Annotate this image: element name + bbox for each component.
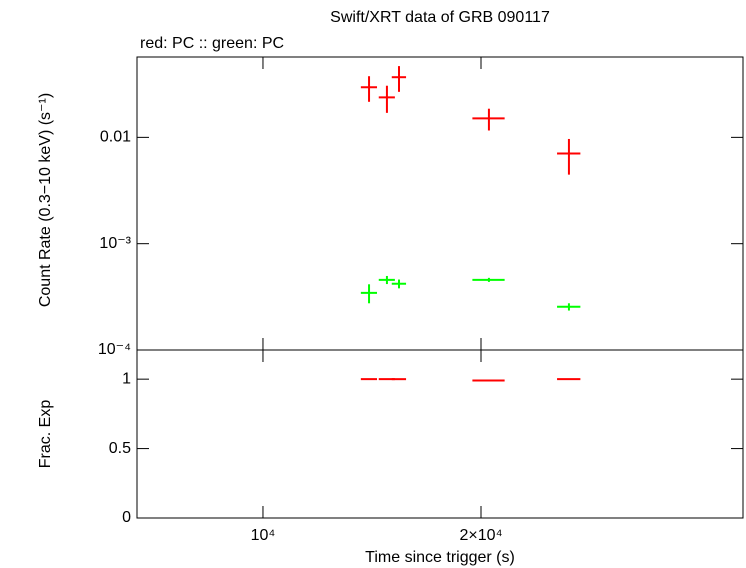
plot-frame xyxy=(136,56,744,351)
plot-frame xyxy=(136,349,744,519)
y-tick-label: 10⁻⁴ xyxy=(98,341,131,358)
y-axis-label: Frac. Exp xyxy=(37,400,54,469)
y-axis-label: Count Rate (0.3−10 keV) (s⁻¹) xyxy=(37,93,54,307)
x-tick-label: 10⁴ xyxy=(251,527,276,544)
y-tick-label: 0 xyxy=(122,509,131,526)
y-tick-label: 1 xyxy=(122,370,131,387)
chart-title: Swift/XRT data of GRB 090117 xyxy=(330,9,550,26)
x-tick-label: 2×10⁴ xyxy=(460,527,503,544)
x-axis-label: Time since trigger (s) xyxy=(365,549,515,566)
y-tick-label: 10⁻³ xyxy=(99,235,131,252)
y-tick-label: 0.5 xyxy=(109,440,131,457)
y-tick-label: 0.01 xyxy=(100,129,131,146)
chart-subtitle: red: PC :: green: PC xyxy=(140,35,284,52)
